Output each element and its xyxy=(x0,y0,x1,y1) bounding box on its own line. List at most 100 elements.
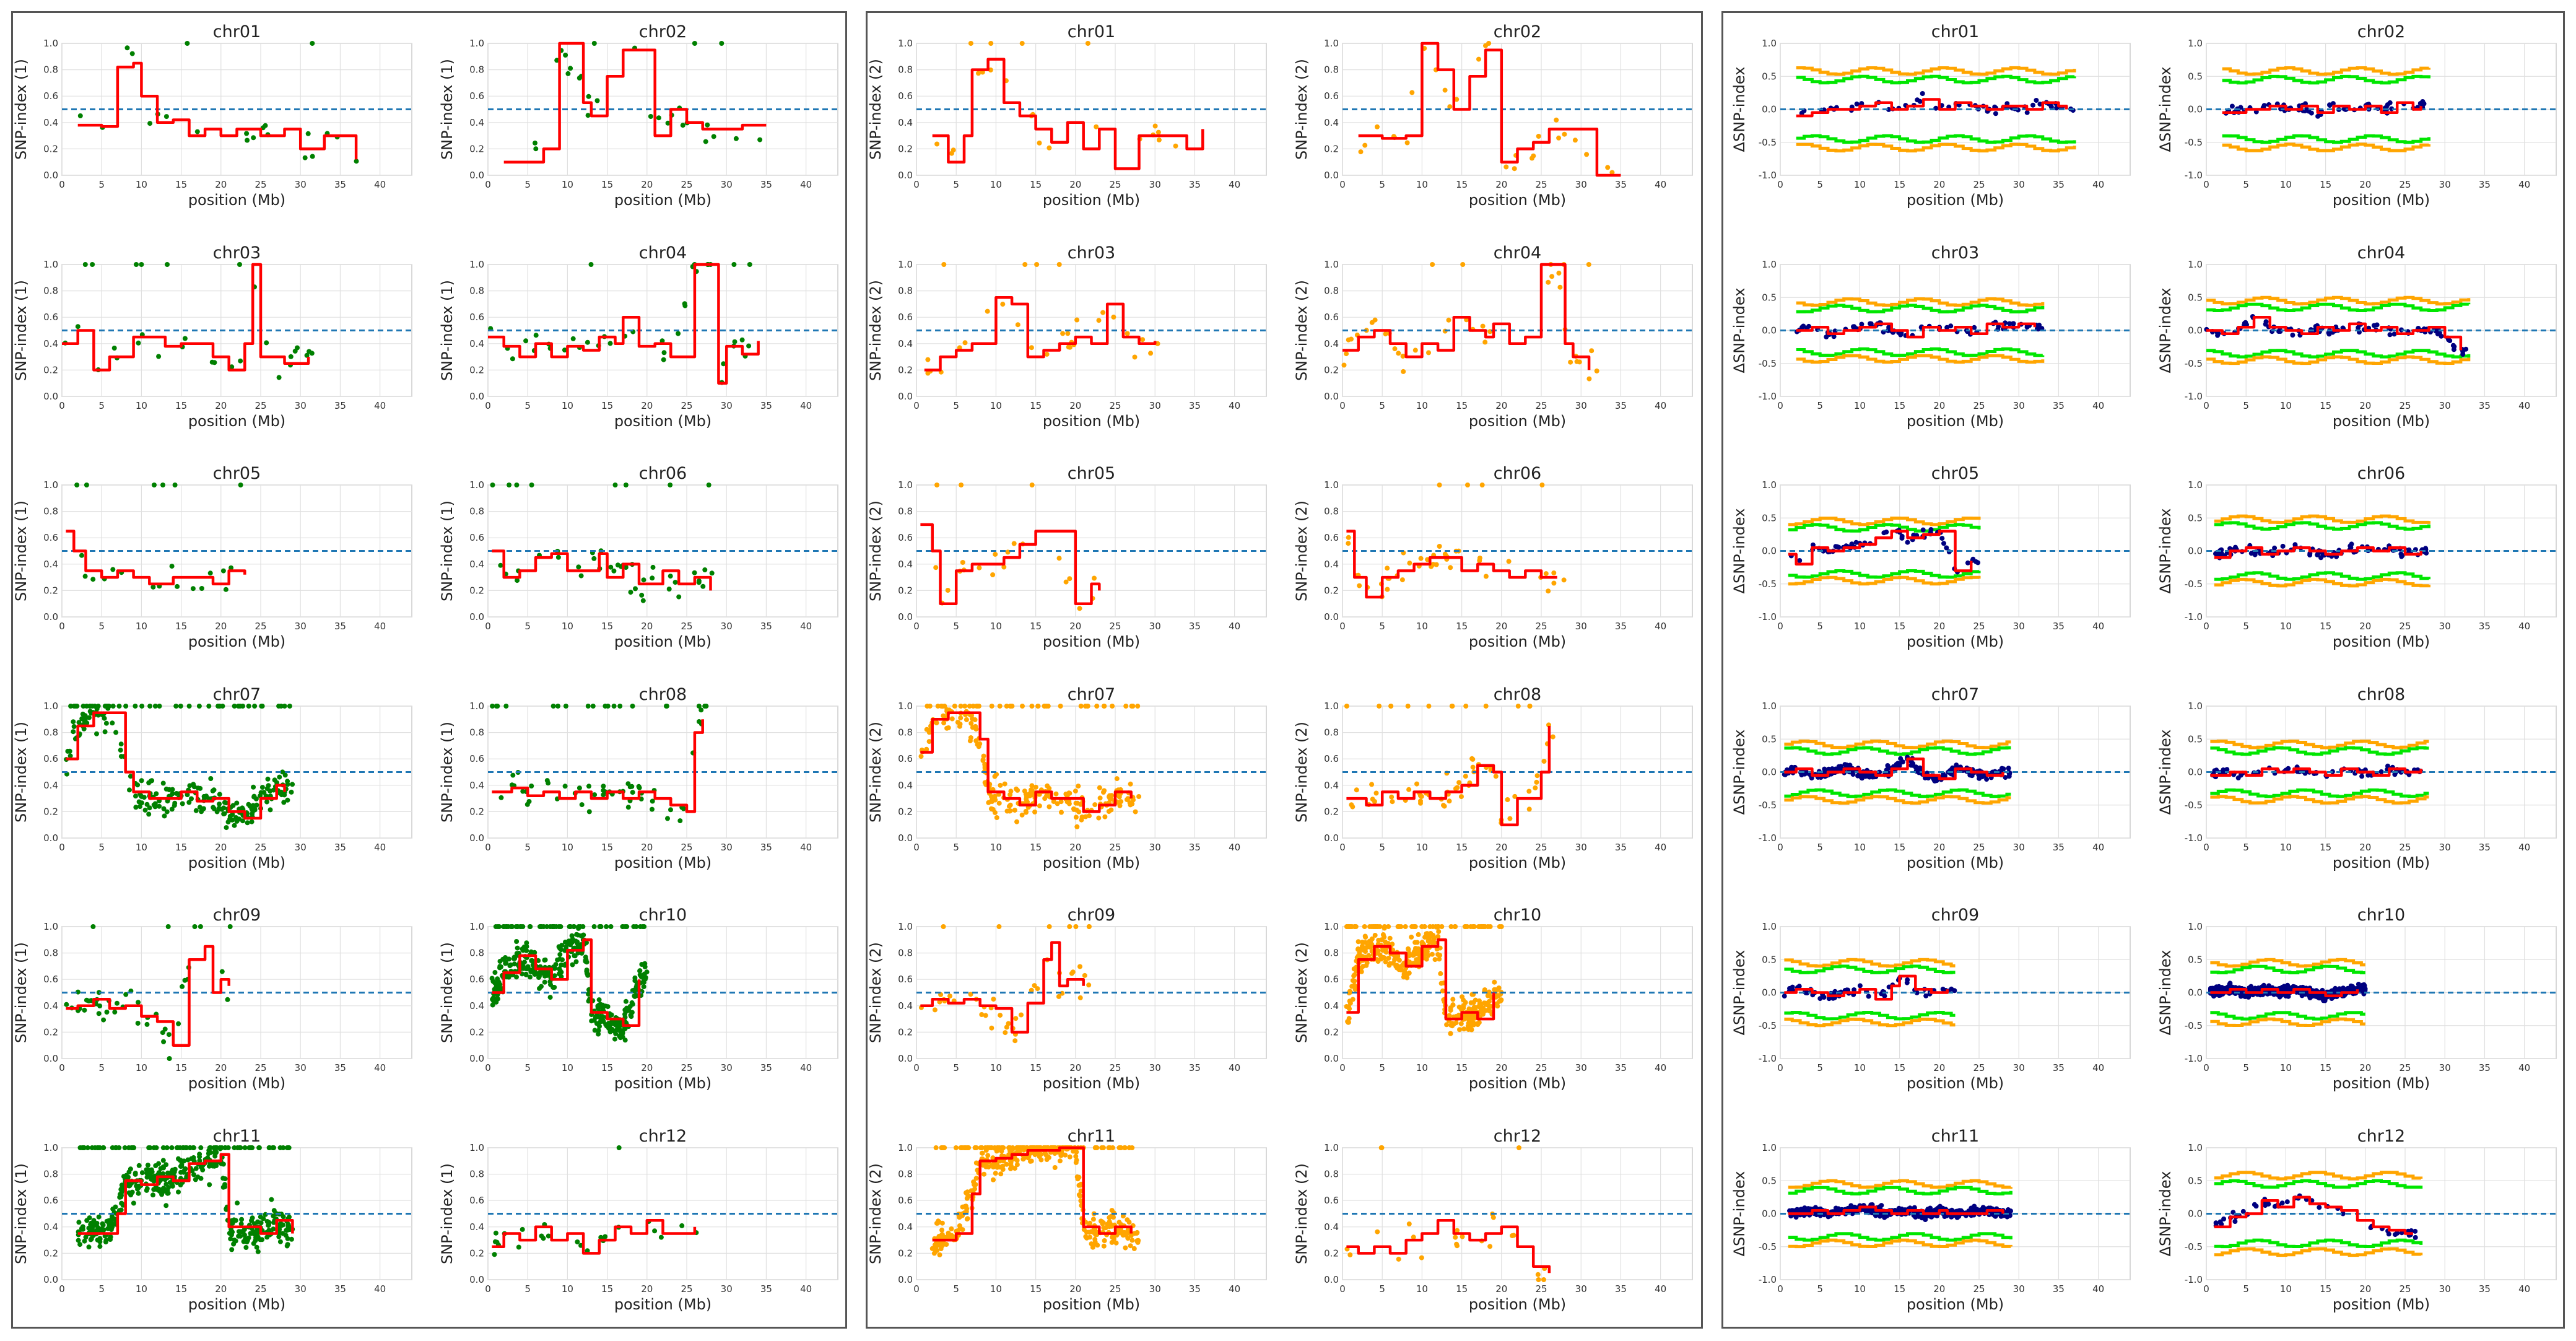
snp-point xyxy=(700,583,706,589)
snp-point xyxy=(1042,796,1048,802)
y-tick-label: 0.4 xyxy=(469,1000,484,1011)
snp-point xyxy=(283,1233,289,1238)
snp-point xyxy=(968,735,973,740)
snp-point xyxy=(276,704,282,709)
snp-point xyxy=(133,805,139,810)
x-tick-label: 0 xyxy=(2203,179,2209,190)
snp-point xyxy=(985,1145,991,1150)
y-tick-label: 0.2 xyxy=(469,143,484,154)
snp-point xyxy=(118,741,124,747)
snp-point xyxy=(2391,331,2397,337)
y-tick-label: 0.2 xyxy=(898,143,913,154)
x-tick-label: 5 xyxy=(2243,179,2249,190)
snp-point xyxy=(1346,535,1351,540)
snp-point xyxy=(937,999,942,1005)
y-tick-label: 1.0 xyxy=(469,921,484,932)
x-tick-label: 15 xyxy=(2320,179,2331,190)
snp-point xyxy=(665,816,670,821)
y-tick-label: 0.4 xyxy=(43,780,58,791)
x-tick-label: 30 xyxy=(2013,621,2025,632)
snp-point xyxy=(1385,587,1390,592)
snp-point xyxy=(958,1145,964,1150)
snp-point xyxy=(1362,933,1368,939)
y-tick-label: 0.0 xyxy=(898,391,913,402)
snp-point xyxy=(933,565,939,570)
snp-point xyxy=(1556,135,1562,141)
snp-point xyxy=(616,1026,622,1032)
snp-point xyxy=(1586,262,1591,267)
snp-point xyxy=(992,793,998,799)
snp-point xyxy=(1842,762,1848,767)
snp-point xyxy=(938,1242,943,1247)
snp-point xyxy=(757,137,763,142)
snp-point xyxy=(1366,953,1372,958)
sliding-window-line xyxy=(503,41,767,164)
snp-point xyxy=(1056,556,1062,561)
y-tick-label: 0.2 xyxy=(43,1247,58,1259)
snp-point xyxy=(1884,529,1889,535)
x-tick-label: 25 xyxy=(1535,1062,1547,1073)
y-tick-label: -1.0 xyxy=(1759,170,1777,181)
x-tick-label: 40 xyxy=(1229,179,1240,190)
snp-point xyxy=(977,565,982,570)
snp-point xyxy=(611,568,617,574)
snp-point xyxy=(239,1217,245,1222)
snp-point xyxy=(1128,781,1133,787)
snp-point xyxy=(547,995,553,1000)
snp-point xyxy=(577,785,582,791)
snp-point xyxy=(206,704,212,709)
y-axis-label: SNP-index (1) xyxy=(12,942,30,1043)
snp-point xyxy=(180,984,185,989)
snp-point xyxy=(198,924,203,929)
y-tick-label: 0.6 xyxy=(1324,1195,1339,1206)
snp-point xyxy=(354,159,359,164)
snp-point xyxy=(76,720,82,725)
snp-point xyxy=(1029,483,1035,487)
snp-point xyxy=(1435,934,1441,939)
y-tick-label: 0.2 xyxy=(469,585,484,596)
snp-point xyxy=(224,1206,229,1212)
y-tick-label: 0.6 xyxy=(469,90,484,102)
snp-point xyxy=(568,66,573,71)
snp-point xyxy=(1944,545,1949,551)
snp-point xyxy=(2304,107,2309,112)
snp-point xyxy=(212,1163,217,1169)
x-tick-label: 5 xyxy=(524,400,531,411)
snp-point xyxy=(1053,791,1059,797)
snp-point xyxy=(1411,1234,1416,1240)
snp-point xyxy=(1831,334,1837,339)
snp-point xyxy=(986,1164,991,1170)
snp-point xyxy=(1103,1225,1108,1231)
x-tick-label: 5 xyxy=(98,179,105,190)
y-tick-label: -0.5 xyxy=(1759,137,1777,148)
snp-point xyxy=(268,807,273,813)
snp-point xyxy=(592,792,598,798)
x-tick-label: 0 xyxy=(913,400,920,411)
snp-point xyxy=(1076,809,1082,815)
snp-point xyxy=(175,583,180,589)
x-tick-label: 35 xyxy=(1189,1283,1201,1295)
snp-point xyxy=(622,1026,628,1031)
y-axis-label: SNP-index (1) xyxy=(12,500,30,601)
ci99-line xyxy=(1784,795,2011,805)
snp-point xyxy=(1436,929,1442,934)
snp-point xyxy=(492,1252,497,1257)
x-tick-label: 30 xyxy=(1149,842,1161,853)
snp-point xyxy=(285,1145,291,1150)
x-tick-label: 0 xyxy=(485,842,491,853)
x-tick-label: 30 xyxy=(1149,1062,1161,1073)
y-tick-label: 1.0 xyxy=(1762,479,1777,491)
y-tick-label: 0.8 xyxy=(898,64,913,76)
snp-point xyxy=(1096,318,1102,323)
subplot-snp2-chr08: 0 5 10 15 20 25 30 35 400.00.20.40.60.81.0chr08p… xyxy=(1293,685,1693,871)
snp-point xyxy=(546,1233,551,1239)
x-tick-label: 15 xyxy=(601,1062,613,1073)
snp-point xyxy=(933,1145,939,1150)
y-axis-label: SNP-index (2) xyxy=(1293,280,1310,381)
snp-point xyxy=(1131,1246,1137,1251)
x-tick-label: 10 xyxy=(2280,400,2292,411)
snp-point xyxy=(1019,812,1025,818)
snp-point xyxy=(1086,1230,1092,1235)
snp-point xyxy=(672,580,678,585)
x-axis-label: position (Mb) xyxy=(1469,191,1566,209)
